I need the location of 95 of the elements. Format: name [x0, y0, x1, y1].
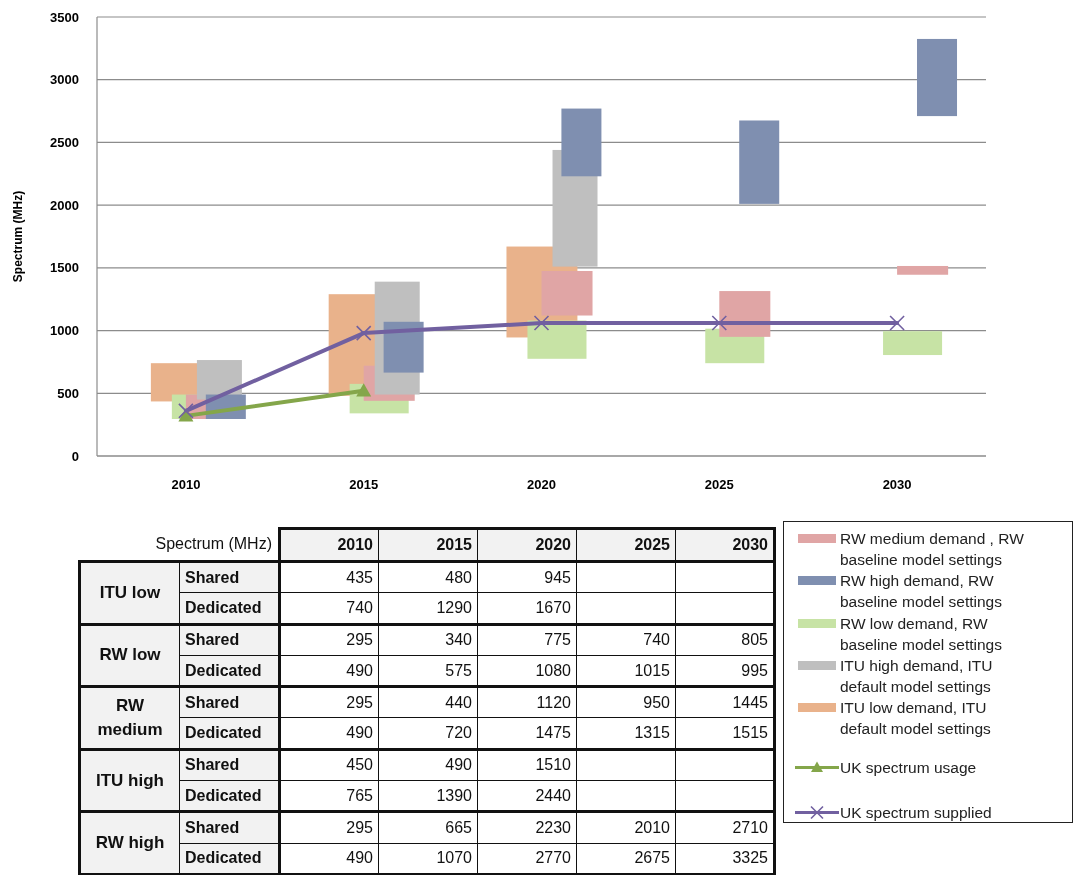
- y2-tick-label: ITU low: [99, 582, 161, 602]
- y-tick-label: 2000: [50, 197, 79, 213]
- y-tick-label: 2500: [50, 135, 79, 151]
- data-label: 2675: [576, 843, 676, 875]
- data-label: 2710: [675, 811, 775, 844]
- y-tick-label: Shared: [185, 756, 240, 774]
- data-label: 490: [279, 655, 379, 687]
- data-label: 295: [279, 686, 379, 718]
- y-tick-label: 500: [57, 385, 79, 401]
- legend-label: ITU low demand, ITU default model settings: [840, 699, 991, 738]
- data-label: 490: [279, 843, 379, 875]
- bar: [541, 270, 593, 316]
- y-tick-label: Shared: [185, 819, 240, 837]
- data-label: 2230: [477, 811, 577, 844]
- data-label: 720: [378, 717, 478, 750]
- point: [711, 315, 728, 331]
- data-label: 665: [378, 811, 478, 844]
- data-label: 1290: [378, 592, 478, 625]
- y-tick-label: Dedicated: [185, 661, 262, 679]
- data-label: 1510: [477, 749, 577, 781]
- data-label: 575: [378, 655, 478, 687]
- data-label: 1120: [477, 686, 577, 718]
- data-label: 2440: [477, 780, 577, 812]
- y-tick-label: 1500: [50, 260, 79, 276]
- data-label: 1015: [576, 655, 676, 687]
- data-label: 945: [477, 561, 577, 593]
- text: Spectrum (MHz): [155, 535, 272, 553]
- data-label: 995: [675, 655, 775, 687]
- y-tick-label: 3000: [50, 72, 79, 88]
- data-label: 3325: [675, 843, 775, 875]
- bar: [917, 38, 958, 117]
- x-tick-label: 2030: [882, 477, 912, 493]
- legend-label: UK spectrum usage: [840, 759, 977, 777]
- y-tick-label: Dedicated: [185, 786, 262, 804]
- y-tick-label: 1000: [50, 323, 79, 339]
- x-tick-label: 2020: [535, 536, 571, 553]
- data-label: 1390: [378, 780, 478, 812]
- legend-label: RW low demand, RW baseline model settings: [840, 614, 1002, 653]
- data-label: 950: [576, 686, 676, 718]
- y-axis-title: Spectrum (MHz): [11, 190, 25, 283]
- data-label: 440: [378, 686, 478, 718]
- y-tick-label: Dedicated: [185, 849, 262, 867]
- y2-tick-label: RW medium: [97, 695, 163, 739]
- legend-label: RW high demand, RW baseline model settings: [840, 572, 1002, 611]
- data-label: 1670: [477, 592, 577, 625]
- data-label: 490: [378, 749, 478, 781]
- data-label: 1080: [477, 655, 577, 687]
- y-tick-label: 3500: [50, 9, 79, 25]
- x-tick-label: 2025: [634, 536, 670, 553]
- point: [533, 315, 550, 331]
- bar: [739, 120, 780, 204]
- data-label: 450: [279, 749, 379, 781]
- data-label: 2770: [477, 843, 577, 875]
- data-label: 490: [279, 717, 379, 750]
- legend-label: RW medium demand , RW baseline model settings: [840, 530, 1024, 568]
- point: [889, 315, 905, 331]
- data-label: 765: [279, 780, 379, 812]
- data-label: 1315: [576, 717, 676, 750]
- bar: [897, 265, 949, 275]
- data-label: 805: [675, 624, 775, 656]
- data-label: 1445: [675, 686, 775, 718]
- legend-label: UK spectrum supplied: [840, 804, 992, 822]
- y-tick-label: Shared: [185, 693, 240, 711]
- x-tick-label: 2025: [704, 477, 734, 493]
- y-tick-label: Shared: [185, 568, 240, 586]
- bar: [561, 108, 602, 177]
- y2-tick-label: ITU high: [96, 770, 164, 790]
- x-tick-label: 2015: [349, 477, 379, 493]
- x-tick-label: 2015: [436, 536, 472, 553]
- y-tick-label: Dedicated: [185, 598, 262, 616]
- data-label: 1070: [378, 843, 478, 875]
- data-label: 775: [477, 624, 577, 656]
- data-label: 295: [279, 624, 379, 656]
- y2-tick-label: RW low: [99, 645, 161, 665]
- x-tick-label: 2020: [527, 477, 556, 493]
- data-label: 340: [378, 624, 478, 656]
- data-label: 480: [378, 561, 478, 593]
- y-tick-label: Shared: [185, 631, 240, 649]
- y-tick-label: 0: [71, 448, 79, 464]
- data-label: 435: [279, 561, 379, 593]
- bar: [383, 321, 424, 373]
- point: [355, 325, 372, 341]
- data-label: 2010: [576, 811, 676, 844]
- x-tick-label: 2010: [171, 477, 201, 493]
- x-tick-label: 2030: [732, 536, 768, 553]
- y-tick-label: Dedicated: [185, 724, 262, 742]
- data-label: 295: [279, 811, 379, 844]
- legend-label: ITU high demand, ITU default model settings: [840, 656, 993, 695]
- bar: [883, 331, 943, 356]
- data-label: 740: [279, 592, 379, 625]
- x-tick-label: 2010: [337, 536, 373, 553]
- data-label: 740: [576, 624, 676, 656]
- y2-tick-label: RW high: [95, 833, 165, 853]
- data-label: 1515: [675, 717, 775, 750]
- data-label: 1475: [477, 717, 577, 750]
